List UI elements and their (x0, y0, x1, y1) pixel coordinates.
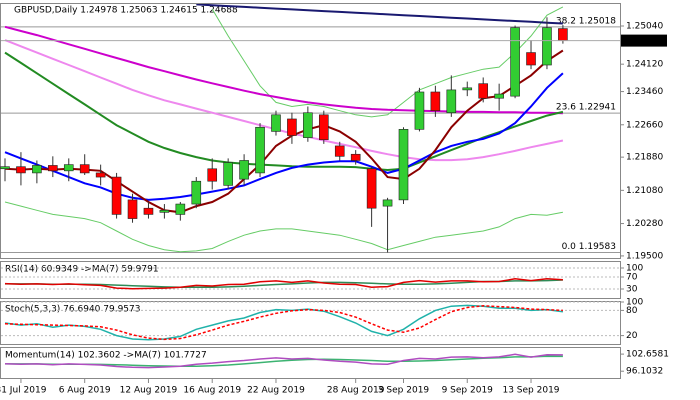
x-tick-label: 6 Aug 2019 (59, 386, 111, 396)
y-tick-label: 1.20280 (626, 219, 663, 229)
momentum-pane (0, 347, 621, 379)
indicator-line (4, 353, 563, 369)
indicator-line (5, 279, 563, 288)
candle-body (542, 27, 552, 66)
candle-body (398, 129, 409, 201)
candle-body (95, 172, 106, 178)
candle-body (223, 162, 233, 186)
x-tick-label: 16 Aug 2019 (183, 386, 241, 396)
candle-body (32, 165, 42, 174)
candle-body (48, 165, 58, 172)
y-tick-label: 100 (626, 264, 643, 274)
candle-body (494, 93, 504, 99)
pane-title: Momentum(14) 102.3602 ->MA(7) 101.7727 (5, 351, 207, 361)
rsi-pane (0, 261, 621, 299)
candle-body (366, 168, 377, 209)
candle-body (143, 207, 154, 215)
x-tick-label: 3 Sep 2019 (378, 386, 430, 396)
indicator-line (4, 72, 564, 201)
candle-body (175, 203, 186, 215)
y-tick-label: 1.21080 (626, 186, 663, 196)
chart-title: GBPUSD,Daily 1.24978 1.25063 1.24615 1.2… (14, 6, 238, 16)
candle-body (303, 112, 313, 138)
indicator-line (4, 201, 563, 253)
y-tick-label: 96.1032 (626, 367, 663, 377)
candle-body (127, 199, 138, 219)
x-tick-label: 22 Aug 2019 (247, 386, 305, 396)
y-tick-label: 70 (626, 273, 638, 283)
pane-title: RSI(14) 60.9349 ->MA(7) 59.9791 (5, 265, 159, 275)
indicator-line (4, 305, 563, 341)
candle-body (318, 114, 329, 141)
indicator-line (4, 49, 564, 214)
x-tick-label: 31 Jul 2019 (0, 386, 47, 396)
fib-label: 23.6 1.22941 (556, 103, 616, 113)
pane-title: Stoch(5,3,3) 76.6940 79.9573 (5, 305, 140, 315)
candle-body (414, 91, 425, 130)
candle-body (16, 166, 26, 174)
candle-body (79, 164, 90, 174)
candle-body (558, 28, 568, 41)
y-tick-label: 1.22660 (626, 120, 663, 130)
candle-body (255, 126, 265, 174)
candle-body (63, 164, 74, 172)
x-tick-label: 9 Sep 2019 (442, 386, 494, 396)
candle-body (207, 168, 218, 182)
y-tick-label: 1.21880 (626, 153, 663, 163)
candle-body (430, 91, 441, 111)
candle-body (382, 199, 393, 207)
candle-body (111, 176, 122, 215)
y-tick-label: 1.24120 (626, 60, 663, 70)
candle-body (334, 145, 345, 157)
candle-body (159, 209, 170, 213)
x-tick-label: 28 Aug 2019 (327, 386, 385, 396)
candle-body (271, 114, 281, 132)
fib-label: 38.2 1.25018 (556, 16, 616, 26)
indicator-line (4, 304, 564, 341)
candle-body (0, 166, 10, 170)
y-tick-label: 80 (626, 306, 638, 316)
candle-body (350, 153, 361, 161)
indicator-line (4, 278, 563, 290)
y-tick-label: 1.25040 (626, 21, 663, 31)
indicator-line (4, 25, 563, 115)
main-pane (0, 3, 621, 259)
y-tick-label: 100 (626, 298, 643, 308)
candle-body (239, 160, 249, 180)
fib-label: 0.0 1.19583 (562, 242, 616, 252)
y-tick-label: 102.6581 (626, 350, 669, 360)
candle-body (446, 89, 457, 114)
indicator-line (196, 4, 563, 25)
price-label: 1.24688 (625, 36, 662, 46)
candle-body (191, 180, 202, 205)
candle-body (510, 27, 520, 97)
x-tick-label: 13 Sep 2019 (502, 386, 559, 396)
candle-body (478, 83, 489, 99)
y-tick-label: 1.19500 (626, 251, 663, 261)
indicator-line (4, 39, 564, 162)
price-box (621, 34, 667, 47)
candle-body (287, 118, 297, 136)
y-tick-label: 30 (626, 285, 638, 295)
candle-body (526, 52, 536, 66)
y-tick-label: 1.23460 (626, 87, 663, 97)
y-tick-label: 20 (626, 331, 638, 341)
candle-body (462, 87, 473, 91)
x-tick-label: 12 Aug 2019 (120, 386, 178, 396)
indicator-line (4, 51, 564, 172)
